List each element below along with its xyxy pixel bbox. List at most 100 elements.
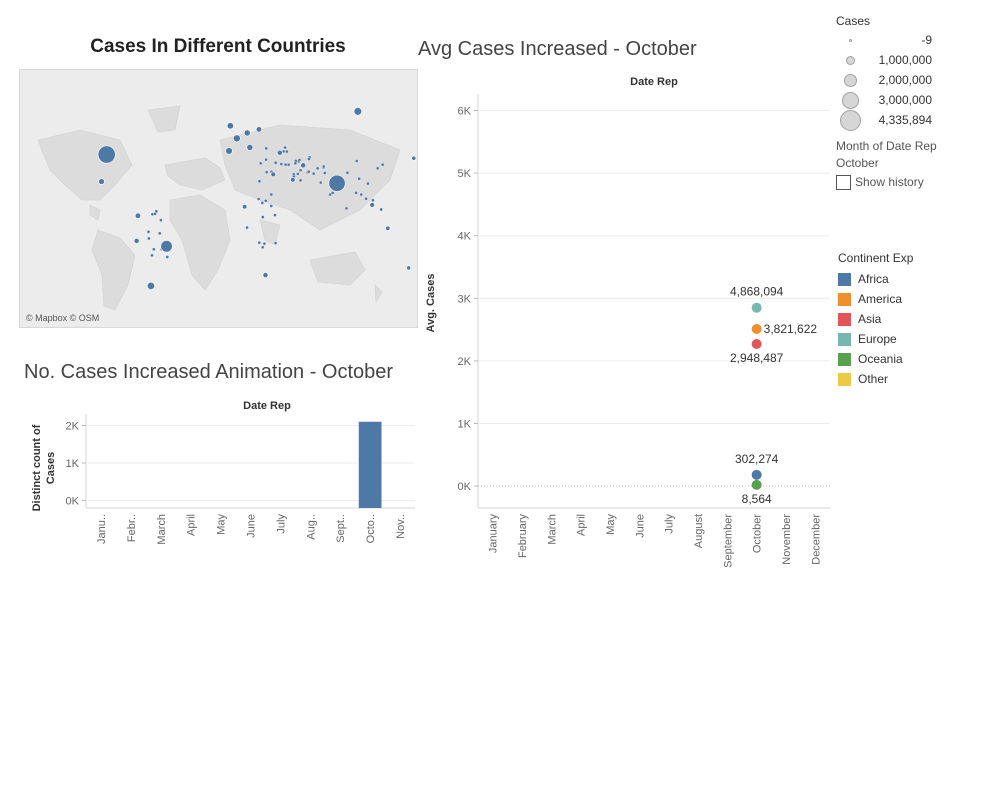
country-dot[interactable]: [371, 198, 375, 203]
country-bubble[interactable]: [270, 171, 277, 178]
country-bubble[interactable]: [246, 143, 254, 151]
country-dot[interactable]: [297, 158, 302, 162]
country-dot[interactable]: [264, 146, 269, 151]
continent-legend-item[interactable]: Oceania: [838, 349, 913, 369]
country-bubble[interactable]: [276, 149, 283, 156]
country-dot[interactable]: [321, 164, 326, 169]
country-dot[interactable]: [375, 166, 380, 171]
show-history-toggle[interactable]: Show history: [836, 174, 996, 191]
country-bubble[interactable]: [406, 265, 412, 271]
data-point-europe[interactable]: [751, 302, 762, 313]
continent-legend-item[interactable]: Asia: [838, 309, 913, 329]
country-dot[interactable]: [315, 166, 320, 171]
country-dot[interactable]: [264, 157, 268, 162]
country-bubble[interactable]: [300, 162, 307, 169]
avg-cases-chart[interactable]: Date Rep Avg. Cases 0K 1K 2K 3K 4K 5K 6K January F…: [418, 68, 836, 578]
country-dot[interactable]: [298, 178, 303, 183]
country-dot[interactable]: [379, 207, 383, 212]
country-bubble[interactable]: [243, 129, 251, 137]
country-dot[interactable]: [318, 180, 323, 185]
country-dot[interactable]: [260, 201, 265, 205]
country-bubble[interactable]: [225, 147, 233, 155]
country-bubble[interactable]: [232, 134, 241, 143]
country-dot[interactable]: [157, 231, 162, 236]
country-dot[interactable]: [357, 176, 361, 181]
country-bubble[interactable]: [133, 238, 140, 244]
country-dot[interactable]: [293, 161, 298, 166]
country-dot[interactable]: [269, 192, 274, 197]
country-dot[interactable]: [359, 192, 364, 197]
country-bubble[interactable]: [255, 126, 263, 133]
country-dot[interactable]: [256, 197, 261, 201]
country-dot[interactable]: [146, 230, 151, 234]
country-bubble[interactable]: [97, 145, 116, 164]
country-dot[interactable]: [150, 253, 154, 258]
country-dot[interactable]: [285, 149, 289, 154]
country-bubble[interactable]: [226, 122, 234, 130]
country-bubble[interactable]: [98, 178, 105, 185]
country-dot[interactable]: [296, 172, 300, 176]
country-dot[interactable]: [261, 215, 265, 219]
country-dot[interactable]: [273, 160, 278, 165]
continent-legend-item[interactable]: America: [838, 289, 913, 309]
country-dot[interactable]: [257, 240, 262, 245]
country-dot[interactable]: [152, 247, 156, 252]
country-dot[interactable]: [264, 199, 268, 203]
country-dot[interactable]: [307, 157, 311, 161]
country-dot[interactable]: [258, 161, 263, 166]
country-bubble[interactable]: [242, 204, 248, 210]
distinct-cases-bar-chart[interactable]: Date Rep Distinct count of Cases 0K 1K 2K Janu…: [20, 392, 420, 552]
country-dot[interactable]: [330, 191, 335, 195]
data-point-africa[interactable]: [751, 469, 762, 480]
country-dot[interactable]: [165, 255, 170, 259]
country-bubble[interactable]: [146, 281, 155, 290]
country-dot[interactable]: [364, 196, 368, 201]
country-dot[interactable]: [264, 170, 269, 175]
data-point-oceania[interactable]: [751, 479, 762, 490]
country-dot[interactable]: [147, 236, 151, 241]
country-dot[interactable]: [344, 206, 349, 211]
data-point-america[interactable]: [751, 323, 762, 334]
country-dot[interactable]: [159, 218, 163, 222]
country-dot[interactable]: [283, 145, 287, 150]
month-filter-value[interactable]: October: [836, 156, 879, 170]
country-bubble[interactable]: [134, 212, 141, 219]
country-dot[interactable]: [354, 191, 358, 195]
map-canvas[interactable]: [20, 70, 417, 327]
country-bubble[interactable]: [160, 240, 173, 253]
bar-octo[interactable]: [358, 421, 382, 508]
country-bubble[interactable]: [290, 176, 296, 183]
country-dot[interactable]: [283, 162, 288, 167]
cases-map[interactable]: © Mapbox © OSM: [19, 69, 418, 328]
country-dot[interactable]: [306, 169, 311, 174]
continent-legend-item[interactable]: Africa: [838, 269, 913, 289]
continent-legend-item[interactable]: Other: [838, 369, 913, 389]
country-dot[interactable]: [323, 171, 327, 175]
country-dot[interactable]: [366, 181, 370, 186]
country-dot[interactable]: [345, 170, 350, 175]
continent-legend-item[interactable]: Europe: [838, 329, 913, 349]
country-dot[interactable]: [380, 162, 385, 167]
country-dot[interactable]: [328, 192, 332, 197]
country-dot[interactable]: [257, 179, 262, 184]
country-dot[interactable]: [262, 241, 267, 246]
country-dot[interactable]: [298, 168, 303, 173]
country-dot[interactable]: [286, 162, 291, 167]
country-dot[interactable]: [153, 212, 157, 216]
country-dot[interactable]: [260, 245, 265, 250]
country-bubble[interactable]: [411, 155, 417, 161]
country-bubble[interactable]: [385, 225, 391, 231]
country-dot[interactable]: [269, 204, 274, 208]
data-point-asia[interactable]: [751, 339, 762, 349]
country-dot[interactable]: [245, 225, 249, 230]
country-bubble[interactable]: [328, 174, 346, 192]
country-bubble[interactable]: [353, 107, 363, 116]
country-bubble[interactable]: [369, 202, 375, 208]
show-history-checkbox[interactable]: [836, 175, 851, 190]
country-dot[interactable]: [311, 171, 316, 176]
country-dot[interactable]: [273, 241, 278, 245]
country-dot[interactable]: [273, 213, 277, 217]
country-bubble[interactable]: [262, 272, 269, 278]
country-dot[interactable]: [354, 159, 359, 163]
country-dot[interactable]: [279, 162, 284, 166]
